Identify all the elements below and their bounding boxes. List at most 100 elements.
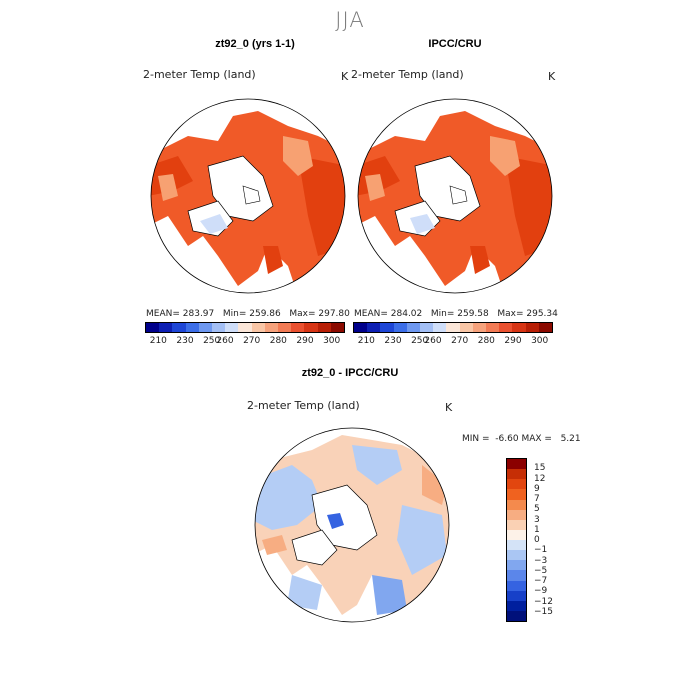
- difference-min: -6.60: [495, 434, 519, 444]
- panel-1-title: zt92_0 (yrs 1-1): [215, 38, 295, 50]
- diff-colorbar-tick-label: −1: [534, 545, 548, 556]
- colorbar-tick-label: 250: [411, 336, 429, 346]
- panel-1-mean: 283.97: [182, 309, 215, 319]
- colorbar-swatch: [525, 323, 539, 332]
- diff-colorbar-tick-label: 1: [534, 524, 540, 535]
- colorbar-swatch: [512, 323, 526, 332]
- colorbar-tick-label: 290: [504, 336, 522, 346]
- colorbar-tick-label: 210: [149, 336, 167, 346]
- diff-colorbar-tick-label: −7: [534, 576, 548, 586]
- colorbar-swatch: [198, 323, 213, 332]
- panel-2-title: IPCC/CRU: [428, 38, 482, 50]
- colorbar-tick-label: 260: [216, 336, 234, 346]
- colorbar-swatch: [172, 323, 186, 332]
- panel-2-colorbar: [353, 322, 553, 333]
- colorbar-swatch: [185, 323, 199, 332]
- panel-1-min: 259.86: [249, 309, 281, 319]
- diff-colorbar-tick-label: 12: [534, 473, 546, 484]
- colorbar-swatch: [212, 323, 226, 332]
- diff-colorbar-swatch: [507, 509, 526, 520]
- diff-colorbar-swatch: [507, 600, 526, 611]
- diff-colorbar-swatch: [507, 570, 526, 581]
- season-title: JJA: [335, 8, 365, 32]
- difference-colorbar: [506, 458, 527, 622]
- diff-colorbar-swatch: [507, 519, 526, 530]
- diff-colorbar-swatch: [507, 529, 526, 540]
- colorbar-swatch: [499, 323, 513, 332]
- colorbar-swatch: [538, 323, 553, 332]
- panel-1-map: [148, 96, 348, 296]
- difference-max: 5.21: [560, 434, 581, 444]
- colorbar-swatch: [486, 323, 500, 332]
- diff-colorbar-tick-label: −15: [534, 606, 553, 617]
- colorbar-tick-label: 230: [176, 336, 194, 346]
- panel-2-units: K: [548, 70, 556, 83]
- panel-1-max: 297.80: [318, 309, 350, 319]
- colorbar-swatch: [251, 323, 265, 332]
- diff-colorbar-swatch: [507, 590, 526, 601]
- colorbar-tick-label: 270: [243, 336, 261, 346]
- difference-map: [252, 425, 452, 625]
- colorbar-tick-label: 300: [323, 336, 341, 346]
- panel-1-variable: 2-meter Temp (land): [143, 68, 256, 81]
- diff-colorbar-tick-label: −3: [534, 555, 548, 566]
- diff-colorbar-swatch: [507, 459, 526, 470]
- colorbar-swatch: [446, 323, 460, 332]
- diff-colorbar-tick-label: −12: [534, 596, 553, 607]
- diff-colorbar-tick-label: 3: [534, 514, 540, 525]
- colorbar-swatch: [278, 323, 292, 332]
- colorbar-tick-label: 230: [384, 336, 402, 346]
- diff-colorbar-tick-label: −5: [534, 565, 548, 576]
- colorbar-tick-label: 280: [477, 336, 495, 346]
- colorbar-swatch: [367, 323, 381, 332]
- diff-colorbar-swatch: [507, 610, 526, 621]
- colorbar-tick-label: 250: [203, 336, 221, 346]
- colorbar-swatch: [317, 323, 331, 332]
- colorbar-tick-label: 260: [424, 336, 442, 346]
- panel-1-stats: MEAN= 283.97 Min= 259.86 Max= 297.80: [146, 309, 350, 319]
- colorbar-swatch: [304, 323, 318, 332]
- diff-colorbar-tick-label: 15: [534, 463, 546, 474]
- colorbar-swatch: [354, 323, 368, 332]
- diff-colorbar-tick-label: 9: [534, 483, 540, 494]
- colorbar-swatch: [459, 323, 473, 332]
- colorbar-swatch: [225, 323, 239, 332]
- diff-colorbar-swatch: [507, 560, 526, 571]
- diff-colorbar-swatch: [507, 489, 526, 500]
- diff-colorbar-swatch: [507, 499, 526, 510]
- colorbar-tick-label: 290: [296, 336, 314, 346]
- colorbar-swatch: [380, 323, 394, 332]
- diff-colorbar-swatch: [507, 540, 526, 551]
- panel-2-min: 259.58: [457, 309, 489, 319]
- panel-2-variable: 2-meter Temp (land): [351, 68, 464, 81]
- colorbar-swatch: [393, 323, 407, 332]
- colorbar-swatch: [330, 323, 345, 332]
- diff-colorbar-tick-label: 5: [534, 504, 540, 515]
- diff-colorbar-tick-label: −9: [534, 586, 548, 597]
- colorbar-tick-label: 280: [269, 336, 287, 346]
- panel-2-max: 295.34: [526, 309, 558, 319]
- colorbar-swatch: [472, 323, 487, 332]
- colorbar-tick-label: 270: [451, 336, 469, 346]
- panel-2-map: [355, 96, 555, 296]
- panel-1-units: K: [341, 70, 349, 83]
- colorbar-swatch: [146, 323, 160, 332]
- difference-units: K: [445, 401, 453, 414]
- colorbar-swatch: [291, 323, 305, 332]
- panel-2-stats: MEAN= 284.02 Min= 259.58 Max= 295.34: [354, 309, 558, 319]
- diff-colorbar-tick-label: 0: [534, 535, 540, 545]
- diff-colorbar-swatch: [507, 479, 526, 490]
- colorbar-swatch: [406, 323, 421, 332]
- panel-1-colorbar: [145, 322, 345, 333]
- diff-colorbar-swatch: [507, 550, 526, 561]
- difference-variable: 2-meter Temp (land): [247, 399, 360, 412]
- diff-colorbar-swatch: [507, 580, 526, 591]
- colorbar-tick-label: 300: [531, 336, 549, 346]
- colorbar-swatch: [433, 323, 447, 332]
- panel-2-mean: 284.02: [390, 309, 423, 319]
- colorbar-swatch: [420, 323, 434, 332]
- diff-colorbar-swatch: [507, 469, 526, 480]
- colorbar-swatch: [264, 323, 279, 332]
- colorbar-tick-label: 210: [357, 336, 375, 346]
- difference-stats: MIN = -6.60 MAX = 5.21: [462, 434, 581, 444]
